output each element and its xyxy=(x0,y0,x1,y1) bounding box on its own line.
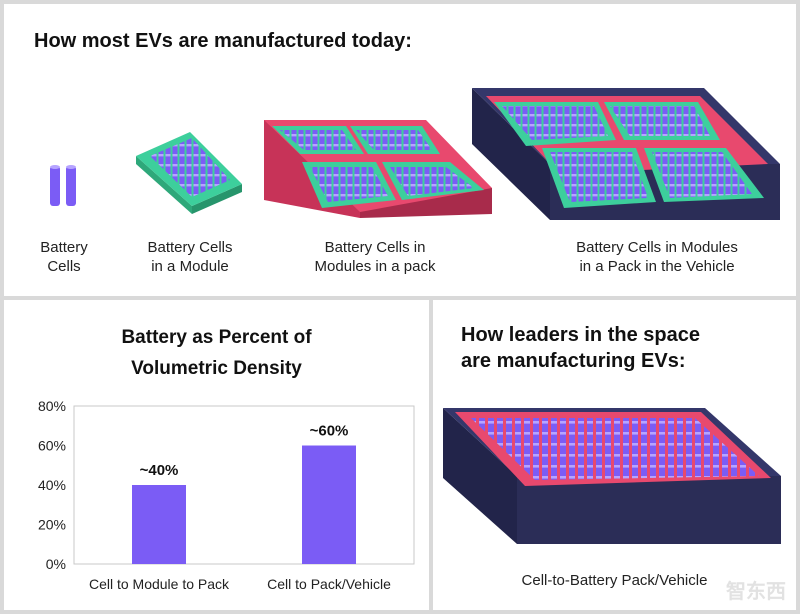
battery-module-icon xyxy=(136,132,242,214)
plot-frame xyxy=(73,405,415,565)
cell-to-pack-caption: Cell-to-Battery Pack/Vehicle xyxy=(521,572,708,589)
y-tick-label: 80% xyxy=(38,398,66,414)
stage-label-cells: Battery Cells xyxy=(40,239,88,275)
current-manufacturing-title: How most EVs are manufactured today: xyxy=(34,30,412,52)
x-category-label: Cell to Pack/Vehicle xyxy=(267,576,391,592)
density-bar-chart: 0% 20% 40% 60% 80% ~40% Cell to Module to Pack… xyxy=(38,398,415,592)
leaders-title: How leaders in the space are manufacturi… xyxy=(461,324,700,372)
x-category-label: Cell to Module to Pack xyxy=(89,576,230,592)
density-chart-panel: Battery as Percent of Volumetric Density… xyxy=(4,300,429,610)
y-tick-label: 40% xyxy=(38,477,66,493)
y-tick-label: 0% xyxy=(46,556,66,572)
bar-data-label: ~60% xyxy=(310,423,349,440)
stage-label-vehicle: Battery Cells in Modules in a Pack in th… xyxy=(576,239,738,275)
watermark: 智东西 xyxy=(726,579,786,603)
y-tick-label: 20% xyxy=(38,517,66,533)
manufacturing-diagram xyxy=(50,88,780,220)
current-manufacturing-panel: How most EVs are manufactured today: xyxy=(4,4,796,296)
bar xyxy=(132,485,186,564)
stage-label-module: Battery Cells in a Module xyxy=(147,239,233,275)
bar xyxy=(302,445,356,564)
bar-data-label: ~40% xyxy=(140,462,179,479)
battery-cells-icon xyxy=(50,165,76,206)
leaders-panel: How leaders in the space are manufacturi… xyxy=(433,300,796,610)
stage-label-pack: Battery Cells in Modules in a pack xyxy=(314,239,436,275)
y-tick-label: 60% xyxy=(38,438,66,454)
cell-to-pack-icon xyxy=(443,408,781,544)
vehicle-pack-icon xyxy=(472,88,780,220)
battery-pack-icon xyxy=(264,120,492,218)
chart-title: Battery as Percent of Volumetric Density xyxy=(121,327,312,379)
